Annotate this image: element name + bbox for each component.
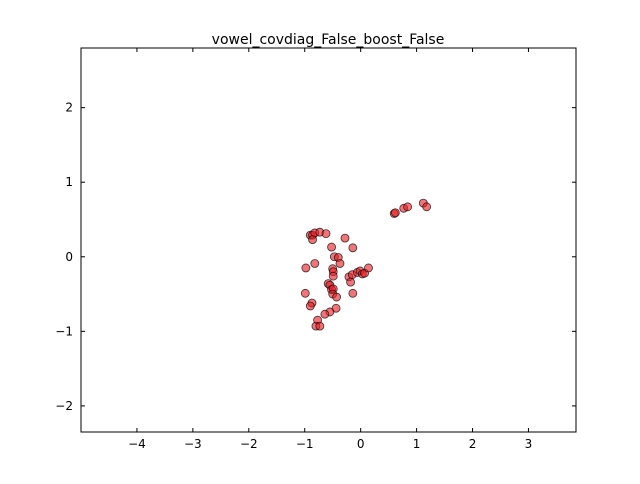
data-point: [300, 288, 310, 298]
y-tick-label: 2: [65, 101, 73, 115]
data-point: [364, 263, 373, 273]
data-point: [340, 233, 350, 243]
data-point: [332, 292, 342, 302]
data-point: [390, 208, 400, 218]
axes-layer: −4 −3 −2 −1 0 1 2 3 −2 −1 0 1 2: [55, 47, 577, 451]
x-tick-label: −1: [296, 437, 314, 451]
data-point: [335, 259, 345, 268]
marks-layer: [300, 198, 432, 331]
data-point: [315, 321, 325, 331]
y-tick-label: −2: [55, 399, 73, 413]
data-point: [308, 235, 317, 245]
data-point: [310, 259, 320, 268]
data-point: [305, 301, 315, 311]
chart-title: vowel_covdiag_False_boost_False: [212, 32, 445, 48]
x-tick-label: 3: [525, 437, 533, 451]
data-point: [346, 277, 355, 287]
x-tick-label: 2: [469, 437, 477, 451]
data-point: [320, 309, 330, 319]
x-tick-label: −2: [240, 437, 258, 451]
x-tick-label: 1: [413, 437, 421, 451]
y-tick-label: 0: [65, 250, 73, 264]
data-point: [301, 263, 311, 273]
data-point: [328, 271, 338, 281]
data-point: [422, 202, 432, 212]
data-point: [348, 288, 358, 298]
x-tick-label: 0: [357, 437, 365, 451]
data-point: [348, 243, 358, 253]
y-tick-label: 1: [65, 175, 73, 189]
data-point: [327, 242, 336, 252]
y-tick-label: −1: [55, 324, 73, 338]
x-tick-label: −4: [128, 437, 146, 451]
plot-frame: [80, 47, 577, 433]
data-point: [321, 229, 331, 239]
data-point: [403, 202, 413, 212]
x-tick-label: −3: [184, 437, 202, 451]
